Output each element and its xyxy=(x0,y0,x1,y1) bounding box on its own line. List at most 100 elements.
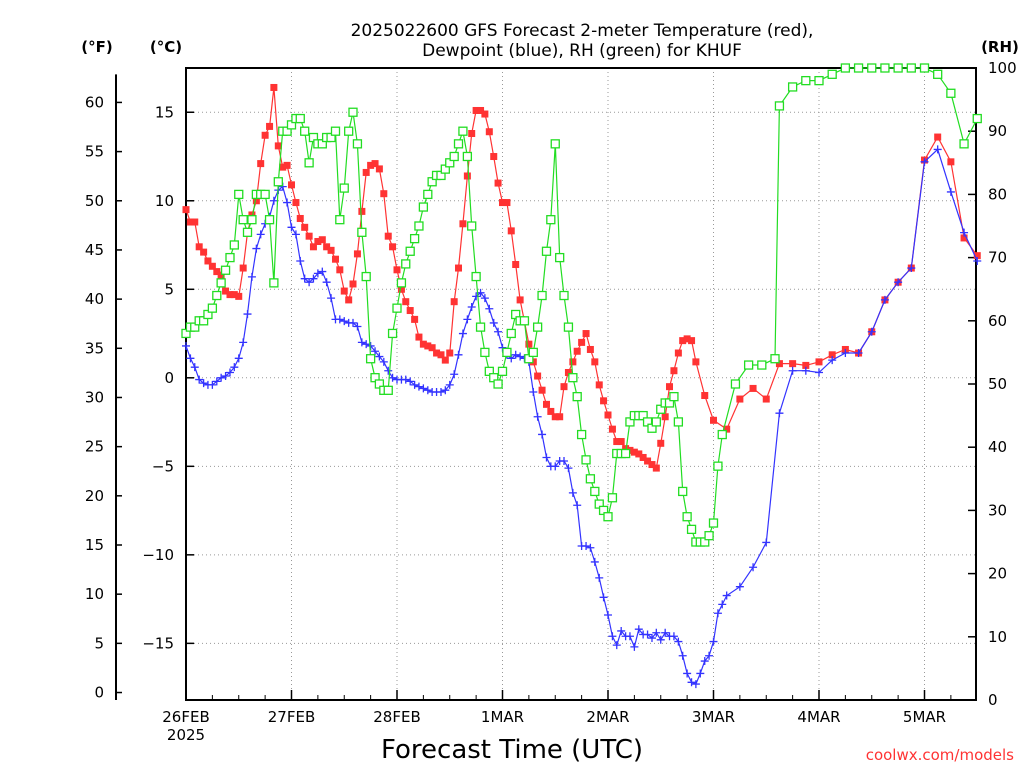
dewpoint-point xyxy=(788,366,797,375)
temperature-point xyxy=(630,448,638,456)
credit-text: coolwx.com/models xyxy=(866,746,1014,764)
rh-point xyxy=(774,101,785,111)
rh-point xyxy=(572,391,582,402)
title-line-1: 2025022600 GFS Forecast 2-meter Temperat… xyxy=(351,21,814,41)
temperature-point xyxy=(389,243,397,251)
rh-point xyxy=(225,252,235,263)
fahrenheit-tick-label: 0 xyxy=(94,684,104,702)
dewpoint-point xyxy=(709,637,718,646)
dewpoint-point xyxy=(647,634,656,643)
x-axis-label: Forecast Time (UTC) xyxy=(381,735,643,765)
temperature-point xyxy=(670,367,678,375)
dewpoint-point xyxy=(327,294,336,303)
temperature-point xyxy=(960,234,968,242)
rh-point xyxy=(242,227,253,237)
dewpoint-point xyxy=(283,198,292,207)
temperature-point xyxy=(666,383,674,391)
dewpoint-point xyxy=(538,430,547,439)
dewpoint-point xyxy=(208,380,217,389)
temperature-point xyxy=(446,349,454,357)
temperature-point xyxy=(424,342,432,350)
dewpoint-point xyxy=(599,593,608,602)
temperature-point xyxy=(934,133,942,141)
temperature-point xyxy=(331,255,339,263)
temperature-point xyxy=(494,179,502,187)
rh-point xyxy=(528,347,538,358)
fahrenheit-tick-label: 5 xyxy=(94,634,104,652)
rh-point xyxy=(607,493,618,503)
temperature-point xyxy=(441,356,449,364)
rh-point xyxy=(396,278,407,288)
temperature-point xyxy=(674,349,682,357)
dewpoint-point xyxy=(661,628,670,637)
dewpoint-point xyxy=(357,338,366,347)
temperature-point xyxy=(617,438,625,446)
dewpoint-point xyxy=(586,543,595,552)
dewpoint-point xyxy=(190,363,199,372)
rh-point xyxy=(546,215,556,225)
rh-point xyxy=(352,139,363,149)
dewpoint-point xyxy=(687,678,696,687)
dewpoint-point xyxy=(296,256,305,265)
dewpoint-point xyxy=(669,632,678,641)
dewpoint-point xyxy=(696,669,705,678)
dewpoint-point xyxy=(243,310,252,319)
dewpoint-point xyxy=(595,573,604,582)
dewpoint-point xyxy=(322,278,331,287)
temperature-point xyxy=(701,392,709,400)
temperature-point xyxy=(639,453,647,461)
rh-tick-label: 20 xyxy=(988,565,1007,583)
rh-point xyxy=(537,290,547,301)
temperature-point xyxy=(340,287,348,295)
rh-point xyxy=(678,486,688,497)
dewpoint-point xyxy=(458,329,467,338)
temperature-point xyxy=(239,264,247,272)
dewpoint-point xyxy=(511,350,520,359)
rh-point xyxy=(933,69,943,79)
dewpoint-point xyxy=(634,625,643,634)
temperature-point xyxy=(296,214,304,222)
x-tick-label: 27FEB xyxy=(268,708,315,726)
dewpoint-point xyxy=(643,630,652,639)
rh-tick-label: 80 xyxy=(988,185,1007,203)
rh-point xyxy=(414,221,424,231)
dewpoint-point xyxy=(305,278,314,287)
rh-point xyxy=(247,215,257,225)
temperature-point xyxy=(450,298,458,306)
rh-point xyxy=(423,189,433,200)
dewpoint-point xyxy=(388,373,397,382)
temperature-point xyxy=(973,252,981,260)
temperature-point xyxy=(419,340,427,348)
temperature-point xyxy=(235,292,243,300)
temperature-point xyxy=(248,211,256,219)
fahrenheit-tick-label: 25 xyxy=(85,438,104,456)
dewpoint-point xyxy=(423,386,432,395)
fahrenheit-tick-label: 60 xyxy=(85,93,104,111)
temperature-point xyxy=(252,197,260,205)
temperature-point xyxy=(490,153,498,161)
dewpoint-point xyxy=(375,352,384,361)
dewpoint-point xyxy=(450,370,459,379)
rh-point xyxy=(853,63,864,73)
temperature-point xyxy=(292,199,300,207)
fahrenheit-tick-label: 15 xyxy=(85,536,104,554)
dewpoint-point xyxy=(560,457,569,466)
temperature-point xyxy=(573,347,581,355)
dewpoint-point xyxy=(749,563,758,572)
rh-point xyxy=(532,322,543,332)
rh-point xyxy=(880,63,890,73)
temperature-point xyxy=(468,130,476,138)
rh-point xyxy=(295,113,305,124)
temperature-point xyxy=(710,416,717,424)
temperature-point xyxy=(661,413,669,421)
dewpoint-point xyxy=(582,541,591,550)
rh-point xyxy=(708,518,719,528)
temperature-point xyxy=(582,330,590,338)
dewpoint-point xyxy=(234,354,243,363)
temperature-point xyxy=(230,291,238,299)
dewpoint-point xyxy=(907,264,916,273)
series-rh xyxy=(181,63,982,547)
dewpoint-point xyxy=(946,187,955,196)
